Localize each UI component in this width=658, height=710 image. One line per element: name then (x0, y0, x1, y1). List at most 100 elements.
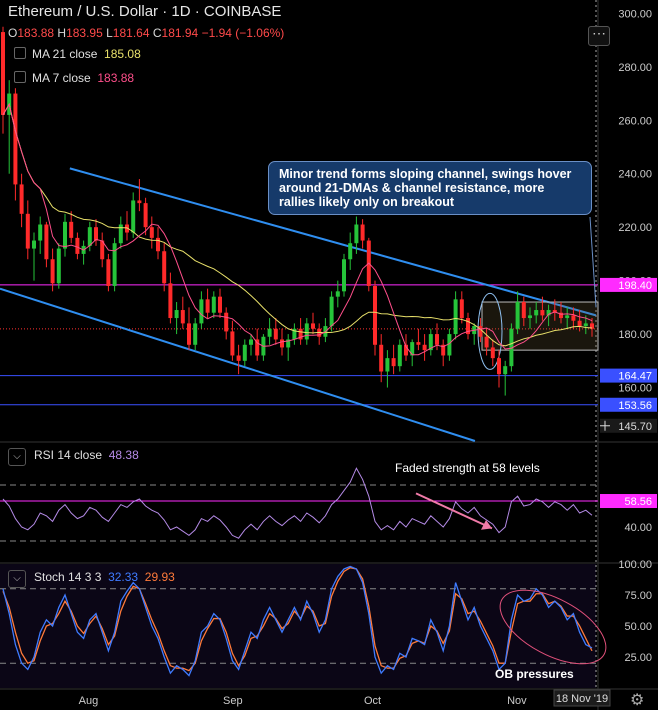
candle-body (75, 237, 80, 254)
candle-body (180, 310, 185, 324)
candle-body (503, 366, 508, 375)
candle-body (478, 326, 483, 337)
candle-body (230, 331, 235, 356)
stoch-legend[interactable]: ⌵ Stoch 14 3 3 32.33 29.93 (8, 570, 175, 588)
candle-body (416, 342, 421, 345)
candle-body (441, 344, 446, 356)
annotation-shapes (415, 216, 607, 665)
candle-body (292, 328, 297, 340)
ohlc-low-key: L (106, 26, 113, 40)
price-tick-label: 300.00 (618, 8, 652, 20)
candle-body (577, 320, 582, 327)
stoch-tick-label: 100.00 (618, 559, 652, 571)
stoch-k-value: 32.33 (108, 570, 139, 584)
ohlc-open-key: O (8, 26, 18, 40)
candle-body (490, 347, 495, 359)
candle-body (63, 221, 67, 249)
candle-body (311, 323, 315, 329)
candle-body (50, 259, 55, 284)
candle-body (466, 318, 470, 335)
cursor-date-label: 18 Nov '19 (556, 693, 608, 705)
candle-body (515, 302, 520, 329)
chevron-down-icon[interactable]: ⌵ (8, 570, 26, 588)
candle-body (249, 339, 253, 345)
ohlc-high-value: 183.95 (66, 26, 103, 40)
candle-body (19, 184, 24, 214)
candle-body (168, 283, 173, 319)
candle-body (69, 221, 74, 238)
candle-body (125, 224, 129, 233)
candle-body (32, 240, 36, 249)
candle-body (509, 328, 514, 367)
time-tick-label: Sep (223, 695, 243, 707)
candle-body (435, 334, 439, 345)
stoch-label: Stoch 14 3 3 (34, 570, 102, 584)
candle-body (391, 358, 396, 367)
candle-body (100, 240, 105, 260)
stoch-d-value: 29.93 (144, 570, 175, 584)
candle-body (447, 334, 452, 356)
candle-body (552, 310, 557, 313)
ma7-legend[interactable]: MA 7 close 183.88 (14, 71, 134, 85)
price-level-label: 145.70 (618, 421, 652, 433)
cursor-date-bg (553, 689, 611, 707)
price-tick-label: 260.00 (618, 115, 652, 127)
ohlc-close-key: C (152, 26, 162, 40)
candle-body (174, 310, 179, 319)
candle-body (38, 224, 43, 241)
candle-body (44, 224, 49, 260)
rsi-tick-label: 40.00 (624, 522, 652, 534)
rsi-arrow-head (481, 520, 492, 530)
candle-body (199, 299, 204, 324)
time-axis: Aug Sep Oct Nov 18 Nov '19 (79, 689, 611, 707)
candle-body (94, 227, 98, 241)
ma7-label: MA 7 close (32, 71, 91, 85)
price-level-label: 153.56 (618, 400, 652, 412)
candle-body (521, 302, 526, 319)
ohlc-high-key: H (57, 26, 67, 40)
callout-pointer (589, 216, 597, 308)
candle-body (224, 312, 229, 332)
candle-body (280, 339, 284, 348)
candle-body (236, 355, 241, 361)
more-options-button[interactable]: ⋯ (588, 26, 610, 46)
ma21-toggle-icon[interactable] (14, 47, 26, 59)
price-level-label-bg (600, 418, 657, 433)
trend-callout: Minor trend forms sloping channel, swing… (268, 161, 592, 215)
candle-body (143, 203, 148, 228)
candle-body (56, 248, 61, 284)
candle-body (497, 358, 501, 375)
time-tick-label: Nov (507, 695, 527, 707)
rsi-value: 48.38 (108, 448, 139, 462)
price-tick-label: 180.00 (618, 329, 652, 341)
stoch-annotation: OB pressures (495, 667, 574, 681)
candle-body (205, 299, 210, 313)
ma21-legend[interactable]: MA 21 close 185.08 (14, 47, 141, 61)
candle-body (354, 224, 359, 244)
candle-body (546, 310, 551, 316)
candle-body (13, 93, 18, 185)
price-levels (0, 284, 598, 406)
rsi-level-label-bg (600, 494, 657, 509)
ma7-toggle-icon[interactable] (14, 71, 26, 83)
rsi-pane (0, 467, 598, 542)
rsi-legend[interactable]: ⌵ RSI 14 close 48.38 (8, 448, 139, 466)
stoch-pane (0, 565, 596, 677)
candle-body (149, 227, 154, 238)
candle-body (528, 315, 532, 319)
stoch-background (0, 564, 596, 688)
gear-icon[interactable]: ⚙ (630, 692, 645, 709)
candle-body (162, 251, 167, 284)
candle-body (218, 296, 222, 313)
trend-channel (0, 167, 597, 442)
candle-body (267, 328, 272, 337)
time-tick-label: Aug (79, 695, 99, 707)
moving-averages (2, 102, 593, 356)
chevron-down-icon[interactable]: ⌵ (8, 448, 26, 466)
candle-body (242, 344, 247, 361)
candle-body (385, 358, 390, 372)
candle-body (298, 328, 303, 340)
stoch-tick-label: 50.00 (624, 621, 652, 633)
ma21-value: 185.08 (104, 47, 141, 61)
